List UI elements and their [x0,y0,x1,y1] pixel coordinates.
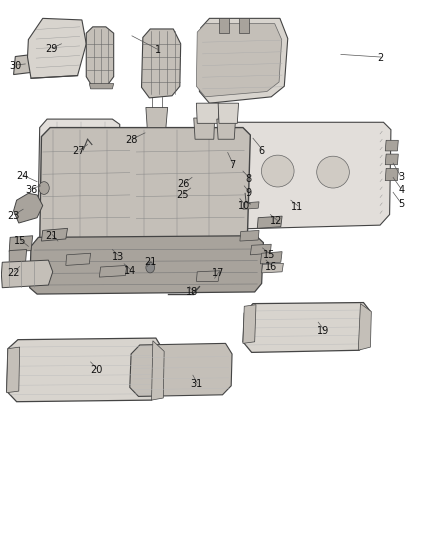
Polygon shape [358,304,371,350]
Polygon shape [28,18,86,78]
Polygon shape [7,347,20,393]
Polygon shape [9,236,33,252]
Polygon shape [141,29,181,98]
Polygon shape [196,103,219,123]
Polygon shape [251,244,271,255]
Text: 14: 14 [124,266,136,276]
Text: 3: 3 [399,172,405,182]
Polygon shape [1,260,53,288]
Polygon shape [196,23,282,97]
Text: 4: 4 [399,184,405,195]
Polygon shape [257,216,282,228]
Ellipse shape [261,155,294,187]
Polygon shape [130,343,232,397]
Text: 10: 10 [238,201,251,211]
Text: 5: 5 [399,199,405,209]
Text: 17: 17 [212,268,224,278]
Text: 15: 15 [14,236,26,246]
Polygon shape [243,305,256,343]
Text: 29: 29 [45,44,58,54]
Text: 9: 9 [246,188,252,198]
Circle shape [146,262,155,273]
Polygon shape [194,118,215,139]
Text: 1: 1 [155,45,161,55]
Text: 30: 30 [9,61,21,71]
Polygon shape [199,18,288,103]
Polygon shape [89,84,114,89]
Polygon shape [243,202,259,209]
Polygon shape [39,119,120,208]
Text: 19: 19 [317,326,329,336]
Text: 2: 2 [377,53,383,63]
Polygon shape [7,338,163,402]
Text: 11: 11 [291,202,304,212]
Polygon shape [14,54,33,75]
Text: 6: 6 [258,146,265,156]
Polygon shape [217,119,236,139]
Polygon shape [9,249,27,266]
Text: 36: 36 [25,184,37,195]
Polygon shape [152,341,164,400]
Text: 8: 8 [246,174,252,184]
Text: 7: 7 [229,160,235,169]
Text: 23: 23 [7,211,20,221]
Polygon shape [40,127,251,252]
Polygon shape [146,108,168,127]
Text: 22: 22 [7,268,20,278]
Polygon shape [14,193,43,223]
Text: 31: 31 [190,379,202,389]
Polygon shape [86,27,114,87]
Circle shape [39,182,49,195]
Polygon shape [196,271,220,281]
Ellipse shape [317,156,350,188]
Text: 24: 24 [16,172,28,181]
Polygon shape [385,168,398,181]
Polygon shape [218,103,239,123]
Polygon shape [385,154,398,165]
Polygon shape [219,18,229,33]
Text: 12: 12 [270,216,283,227]
Polygon shape [42,228,67,241]
Text: 21: 21 [144,257,156,267]
Polygon shape [243,303,371,352]
Polygon shape [261,263,283,273]
Polygon shape [239,18,249,33]
Text: 16: 16 [265,262,277,271]
Text: 28: 28 [125,135,137,146]
Text: 13: 13 [112,252,124,262]
Polygon shape [99,265,127,277]
Polygon shape [385,140,398,151]
Polygon shape [240,230,259,241]
Polygon shape [66,253,91,265]
Text: 21: 21 [45,231,58,241]
Text: 18: 18 [186,287,198,297]
Text: 27: 27 [73,146,85,156]
Text: 25: 25 [176,190,188,200]
Text: 15: 15 [263,250,275,260]
Polygon shape [260,252,282,264]
Polygon shape [215,122,391,229]
Text: 26: 26 [177,179,190,189]
Polygon shape [30,236,263,294]
Text: 20: 20 [90,365,102,375]
